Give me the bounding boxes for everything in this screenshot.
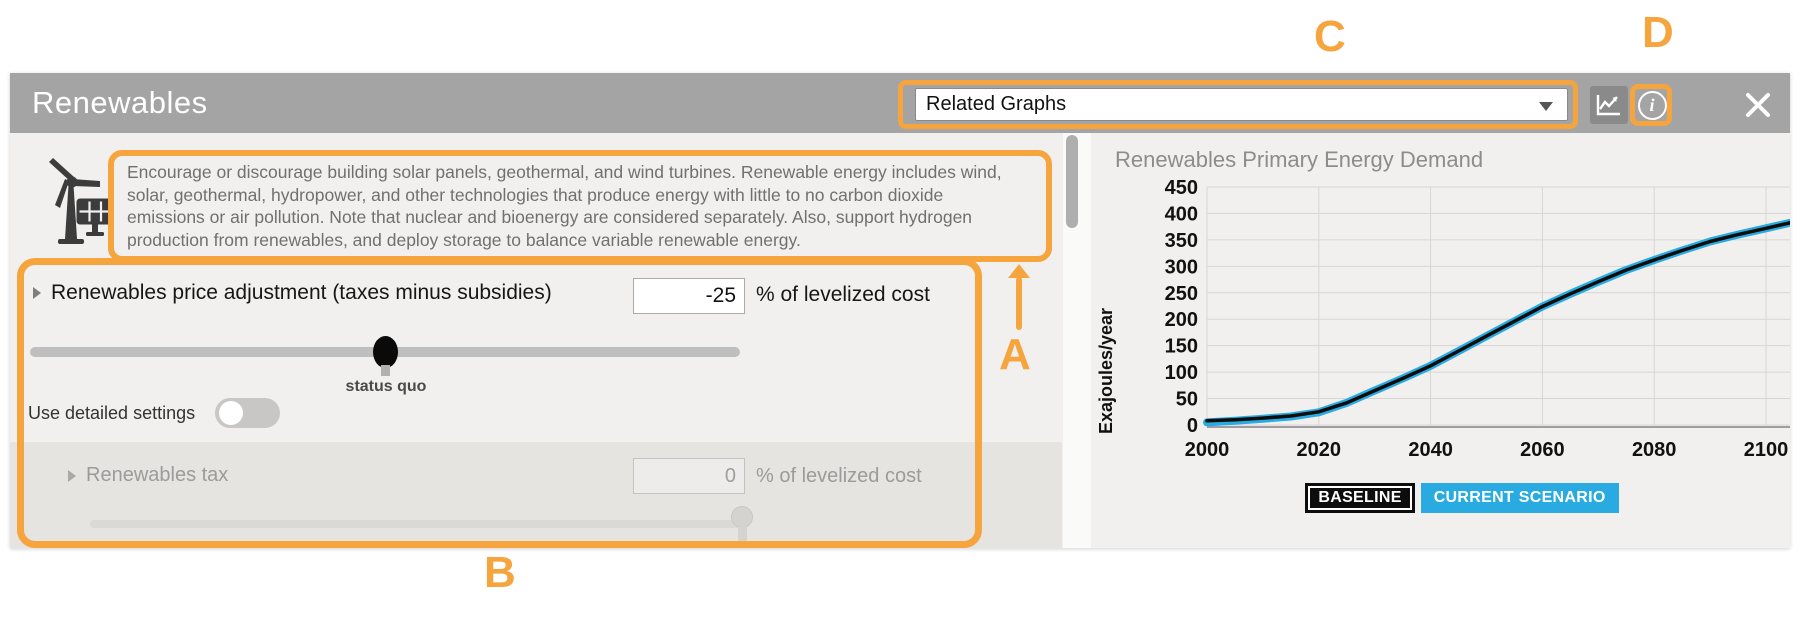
- description-line: production from renewables, and deploy s…: [127, 229, 801, 250]
- y-tick-label: 300: [1165, 256, 1198, 278]
- renewables-tax-slider-thumb: [731, 506, 753, 528]
- expand-caret-icon: [68, 469, 76, 482]
- chart-legend: BASELINE CURRENT SCENARIO: [1132, 483, 1792, 513]
- price-adjustment-label: Renewables price adjustment (taxes minus…: [51, 281, 552, 304]
- info-button[interactable]: i: [1635, 88, 1669, 122]
- description-line: solar, geothermal, hydropower, and other…: [127, 184, 944, 205]
- description-line: Encourage or discourage building solar p…: [127, 162, 1002, 182]
- y-axis-label: Exajoules/year: [1096, 308, 1116, 434]
- status-quo-tick: [381, 365, 390, 376]
- y-tick-label: 450: [1165, 177, 1198, 199]
- x-tick-label: 2040: [1408, 439, 1453, 461]
- close-icon: [1746, 93, 1770, 117]
- description-line: emissions or air pollution. Note that nu…: [127, 207, 973, 227]
- close-button[interactable]: [1745, 92, 1771, 118]
- renewables-tax-section: Renewables tax % of levelized cost: [10, 442, 1062, 548]
- line-chart-icon: [1596, 95, 1620, 116]
- description-text: Encourage or discourage building solar p…: [127, 161, 1002, 251]
- status-quo-label: status quo: [345, 378, 427, 395]
- series-line-1: [1203, 218, 1790, 427]
- detailed-settings-toggle[interactable]: [215, 398, 280, 428]
- x-tick-label: 2060: [1520, 439, 1565, 461]
- y-tick-label: 250: [1165, 283, 1198, 305]
- graph-button[interactable]: [1590, 86, 1628, 124]
- y-tick-label: 150: [1165, 336, 1198, 358]
- y-tick-label: 200: [1165, 309, 1198, 331]
- x-tick-label: 2000: [1185, 439, 1230, 461]
- price-adjustment-row: Renewables price adjustment (taxes minus…: [33, 281, 552, 305]
- y-tick-label: 50: [1176, 389, 1198, 411]
- chart: 0 50 100 150 200 250 300 350 400 450 2000 2020 2040 2…: [1096, 177, 1790, 461]
- y-tick-label: 400: [1165, 203, 1198, 225]
- expand-caret-icon[interactable]: [33, 287, 41, 300]
- series-line-0: [1205, 221, 1790, 423]
- renewables-tax-slider-track: [90, 520, 745, 528]
- renewables-icon: [32, 155, 116, 252]
- toggle-knob: [219, 401, 243, 425]
- related-graphs-dropdown[interactable]: Related Graphs: [915, 88, 1568, 121]
- annotation-letter-b: B: [484, 548, 516, 597]
- chevron-down-icon: [1539, 102, 1553, 111]
- y-tick-label: 100: [1165, 362, 1198, 384]
- price-adjustment-input[interactable]: [633, 278, 745, 314]
- renewables-tax-row: Renewables tax: [68, 464, 228, 487]
- renewables-tax-unit: % of levelized cost: [756, 465, 922, 487]
- renewables-panel: Renewables Related Graphs i: [10, 73, 1790, 548]
- y-tick-label: 350: [1165, 230, 1198, 252]
- chart-title: Renewables Primary Energy Demand: [1115, 147, 1484, 172]
- renewables-tax-slider-thumb-stem: [738, 526, 747, 543]
- detailed-settings-label: Use detailed settings: [28, 403, 196, 423]
- x-tick-label: 2080: [1632, 439, 1677, 461]
- annotation-letter-d: D: [1642, 8, 1674, 57]
- x-tick-label: 2100: [1744, 439, 1789, 461]
- chart-panel: Renewables Primary Energy Demand 0 50 100 1…: [1092, 133, 1790, 548]
- y-tick-label: 0: [1187, 415, 1198, 437]
- panel-title: Renewables: [32, 85, 208, 120]
- renewables-tax-input: [633, 458, 745, 494]
- price-adjustment-unit: % of levelized cost: [756, 283, 930, 306]
- legend-chip-0: BASELINE: [1305, 483, 1415, 513]
- info-icon: i: [1637, 90, 1667, 120]
- scrollbar-thumb[interactable]: [1066, 135, 1078, 228]
- related-graphs-label: Related Graphs: [926, 93, 1067, 115]
- x-tick-label: 2020: [1297, 439, 1342, 461]
- annotation-letter-c: C: [1314, 12, 1346, 61]
- panel-header: Renewables Related Graphs i: [10, 73, 1790, 133]
- renewables-tax-label: Renewables tax: [86, 464, 229, 486]
- price-adjustment-slider-thumb[interactable]: [373, 336, 398, 368]
- legend-chip-1: CURRENT SCENARIO: [1420, 483, 1619, 513]
